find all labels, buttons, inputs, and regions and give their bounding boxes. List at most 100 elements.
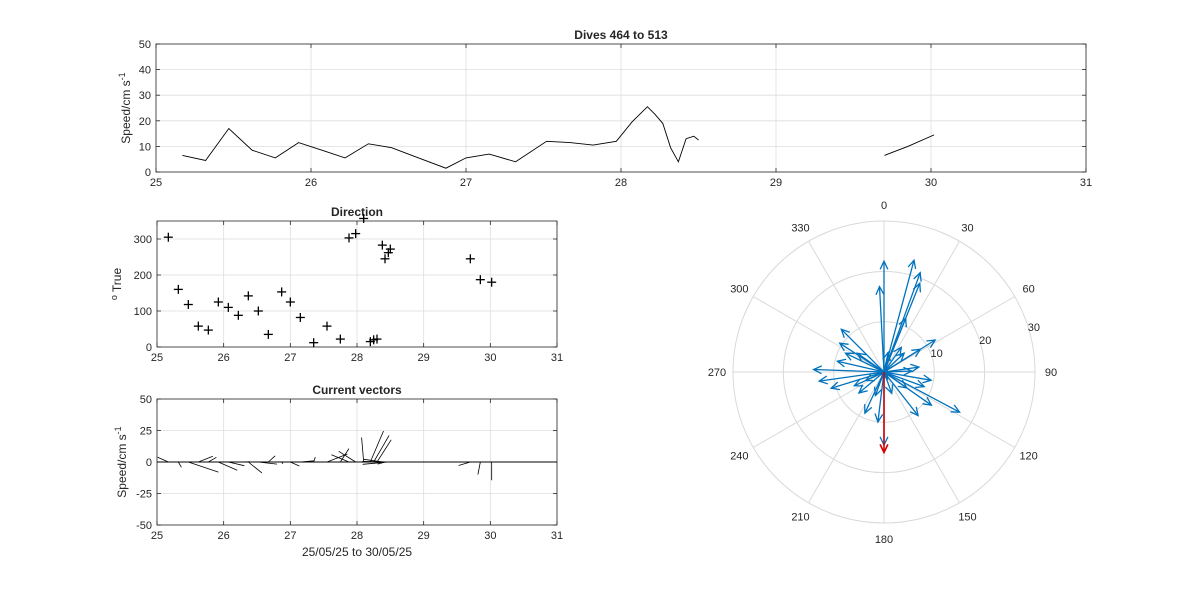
direction-point: [372, 334, 382, 344]
compass-vector: [812, 365, 885, 375]
vectors-xtick-label: 29: [418, 530, 430, 542]
direction-ytick-label: 200: [134, 270, 152, 282]
speed-xtick-label: 27: [460, 177, 472, 189]
vectors-title: Current vectors: [312, 383, 402, 397]
compass-angle-label: 210: [791, 512, 809, 524]
direction-point: [295, 312, 305, 322]
direction-point: [322, 321, 332, 331]
compass-spoke: [808, 240, 885, 373]
vectors-xlabel: 25/05/25 to 30/05/25: [302, 545, 412, 559]
speed-xtick-label: 25: [150, 177, 162, 189]
vector-stick: [218, 461, 238, 471]
compass-vector-head: [884, 384, 894, 395]
compass-spoke: [752, 296, 885, 373]
vectors-ylabel-sup: -1: [113, 426, 123, 434]
compass-vector-shaft: [883, 371, 925, 388]
speed-ytick-label: 0: [145, 167, 151, 179]
compass-vector-head: [893, 346, 903, 357]
compass-angle-label: 330: [791, 222, 809, 234]
compass-vector-shaft: [883, 366, 919, 373]
compass-vector-shaft: [845, 352, 885, 373]
compass-vector: [883, 363, 921, 373]
compass-vector-head: [857, 384, 868, 394]
compass-mean-vector-head: [879, 444, 889, 455]
direction-point: [487, 277, 497, 287]
compass-vector-head: [873, 386, 883, 398]
direction-point: [277, 287, 287, 297]
compass-vector-head: [897, 379, 908, 389]
compass-angle-label: 0: [881, 200, 887, 212]
direction-point: [385, 244, 395, 254]
compass-vector: [874, 371, 885, 424]
direction-ylabel: o True: [109, 268, 124, 301]
vector-stick: [477, 461, 481, 475]
vector-stick: [258, 461, 278, 465]
direction-point: [233, 310, 243, 320]
compass-vector-shaft: [883, 346, 902, 373]
vector-stick: [208, 456, 217, 463]
compass-vector-shaft: [883, 371, 919, 417]
direction-ytick-label: 0: [146, 342, 152, 354]
direction-xtick-label: 30: [484, 352, 496, 364]
speed-ylabel-sup: -1: [117, 72, 127, 80]
direction-point: [285, 297, 295, 307]
compass-vector-head: [922, 374, 933, 384]
vector-stick: [300, 460, 315, 463]
speed-ytick-label: 30: [139, 90, 151, 102]
vectors-xtick-label: 30: [484, 530, 496, 542]
compass-vector: [883, 371, 961, 413]
speed-ytick-label: 40: [139, 65, 151, 77]
vector-stick: [157, 456, 169, 463]
speed-xtick-label: 30: [925, 177, 937, 189]
direction-point: [243, 291, 253, 301]
vector-stick: [198, 455, 213, 463]
vector-stick: [228, 461, 245, 467]
compass-vector: [857, 371, 885, 394]
speed-xtick-label: 31: [1080, 177, 1092, 189]
direction-point: [183, 300, 193, 310]
compass-vector-shaft: [830, 371, 885, 389]
direction-xtick-label: 31: [551, 352, 563, 364]
compass-vector: [829, 371, 885, 391]
compass-radius-label: 20: [979, 335, 991, 347]
compass-spoke: [883, 371, 1016, 448]
direction-point: [475, 275, 485, 285]
direction-point: [203, 325, 213, 335]
compass-angle-label: 30: [961, 222, 973, 234]
compass-vector-head: [913, 271, 922, 282]
compass-angle-label: 150: [958, 512, 976, 524]
direction-point: [377, 240, 387, 250]
vectors-xtick-label: 25: [151, 530, 163, 542]
compass-vector: [883, 371, 933, 384]
compass-vector-head: [915, 379, 926, 389]
speed-ytick-label: 50: [139, 39, 151, 51]
speed-series-line-1: [182, 106, 699, 169]
direction-point: [253, 306, 263, 316]
vector-stick: [326, 453, 348, 463]
compass-vector: [875, 285, 885, 373]
direction-point: [335, 334, 345, 344]
direction-ylabel-sup: o: [109, 295, 119, 300]
compass-vector-head: [950, 404, 961, 413]
compass-vector-shaft: [813, 368, 885, 373]
compass-vector-head: [875, 285, 885, 296]
vector-stick: [362, 461, 389, 465]
direction-title: Direction: [331, 205, 383, 219]
vector-stick: [369, 430, 384, 463]
compass-vector-shaft: [883, 371, 960, 413]
compass-vector-shaft: [840, 328, 885, 373]
direction-xtick-label: 25: [151, 352, 163, 364]
compass-angle-label: 270: [708, 367, 726, 379]
compass-angle-label: 60: [1023, 284, 1035, 296]
compass-vector: [883, 352, 906, 373]
compass-vector: [840, 328, 885, 373]
compass-vector: [838, 342, 885, 373]
compass-mean-vector: [879, 372, 889, 455]
compass-vector-shaft: [874, 371, 885, 396]
vector-stick: [268, 455, 276, 463]
compass-vector-shaft: [877, 371, 885, 423]
compass-vector-shaft: [883, 260, 915, 373]
compass-vector-shaft: [878, 286, 885, 373]
compass-vector-shaft: [854, 371, 885, 387]
compass-vector: [883, 346, 903, 373]
